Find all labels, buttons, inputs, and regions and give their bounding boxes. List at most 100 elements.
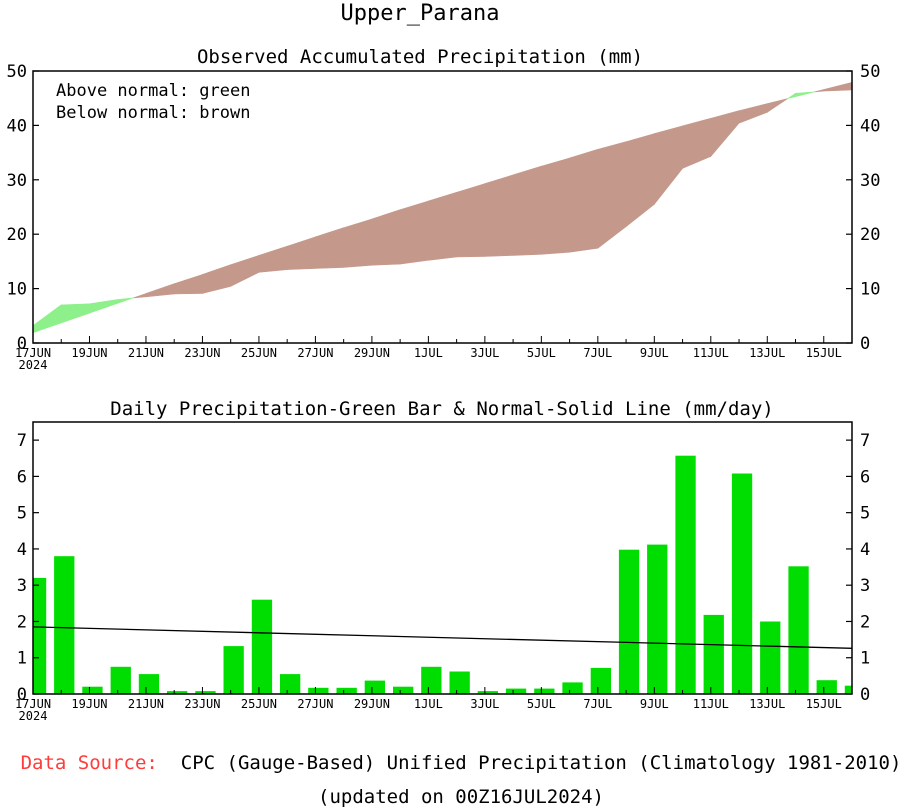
daily-frame (32, 421, 853, 695)
accumulated-below-area (766, 98, 788, 113)
daily-bar (393, 686, 414, 694)
daily-bar-layer (32, 455, 853, 694)
daily-xtick-label: 5JUL (527, 697, 556, 711)
accumulated-ytick-label-left: 30 (7, 171, 27, 191)
accumulated-below-area (597, 141, 627, 249)
accumulated-above-area (787, 92, 796, 99)
daily-bar (590, 667, 611, 694)
daily-xtick-label: 3JUL (470, 697, 499, 711)
daily-xtick-label: 21JUN (128, 697, 164, 711)
accumulated-year-label: 2024 (19, 358, 48, 372)
daily-ytick-label-left: 6 (17, 467, 27, 487)
daily-year-label: 2024 (19, 709, 48, 723)
accumulated-above-area (89, 299, 118, 314)
daily-ytick-label-right: 3 (860, 576, 870, 596)
data-source-label: Data Source: (20, 752, 158, 774)
daily-ytick-label-left: 7 (17, 431, 27, 451)
daily-bar (167, 691, 188, 694)
accumulated-ytick-label-right: 0 (860, 334, 870, 354)
data-source-text: CPC (Gauge-Based) Unified Precipitation … (180, 752, 902, 774)
chart-canvas: Upper_Parana Observed Accumulated Precip… (7, 1, 881, 723)
daily-bar (675, 455, 696, 694)
daily-xtick-label: 15JUL (806, 697, 842, 711)
accumulated-xtick-label: 7JUL (583, 346, 612, 360)
accumulated-below-area (710, 110, 740, 158)
accumulated-below-area (484, 174, 514, 257)
accumulated-xtick-label: 21JUN (128, 346, 164, 360)
daily-xtick-label: 1JUL (414, 697, 443, 711)
daily-bar (618, 549, 640, 694)
daily-ytick-label-left: 1 (17, 649, 27, 669)
daily-bar (703, 614, 724, 694)
daily-xtick-label: 9JUL (640, 697, 669, 711)
daily-bar (844, 685, 852, 694)
accumulated-xtick-label: 1JUL (414, 346, 443, 360)
accumulated-xtick-label: 5JUL (527, 346, 556, 360)
accumulated-xtick-label: 11JUL (693, 346, 729, 360)
daily-bar (336, 687, 357, 694)
daily-panel: Daily Precipitation-Green Bar & Normal-S… (15, 398, 870, 723)
accumulated-xtick-label: 17JUN (15, 346, 51, 360)
daily-xtick-label: 19JUN (71, 697, 107, 711)
accumulated-below-area (399, 200, 429, 265)
legend-above: Above normal: green (56, 81, 250, 101)
accumulated-below-area (343, 218, 373, 268)
daily-ytick-label-right: 4 (860, 540, 870, 560)
accumulated-below-area (512, 165, 542, 256)
daily-ytick-label-left: 3 (17, 576, 27, 596)
daily-normal-line (32, 626, 853, 649)
daily-bar (534, 688, 555, 694)
daily-bar (251, 599, 273, 694)
daily-bar (308, 687, 329, 694)
accumulated-below-area (230, 254, 260, 287)
accumulated-below-area (569, 148, 599, 253)
accumulated-below-area (173, 274, 203, 295)
daily-bar (110, 666, 131, 694)
accumulated-ytick-label-right: 50 (860, 62, 880, 82)
accumulated-xtick-label: 23JUN (184, 346, 220, 360)
updated-line: (updated on 00Z16JUL2024) (318, 786, 604, 808)
daily-bar (364, 680, 385, 694)
accumulated-ytick-label-right: 30 (860, 171, 880, 191)
accumulated-xtick-label: 19JUN (71, 346, 107, 360)
daily-axes: 0 0 1 1 2 2 3 3 4 4 5 5 6 6 7 7 17JUN 19JUN 21JUN 23JUN 25JU… (15, 421, 870, 723)
daily-bar (421, 666, 442, 694)
accumulated-ytick-label-left: 50 (7, 62, 27, 82)
data-source-line: Data Source: CPC (Gauge-Based) Unified P… (0, 752, 922, 774)
daily-xtick-label: 25JUN (241, 697, 277, 711)
daily-ytick-label-right: 1 (860, 649, 870, 669)
daily-bar (449, 671, 470, 694)
daily-bar (138, 674, 160, 694)
daily-xtick-label: 27JUN (297, 697, 333, 711)
daily-ytick-label-right: 2 (860, 612, 870, 632)
accumulated-ytick-label-right: 10 (860, 280, 880, 300)
accumulated-ytick-label-left: 40 (7, 116, 27, 136)
accumulated-xtick-label: 15JUL (806, 346, 842, 360)
daily-ytick-label-left: 2 (17, 612, 27, 632)
accumulated-above-area (60, 303, 90, 324)
accumulated-xtick-label: 29JUN (354, 346, 390, 360)
accumulated-frame (32, 70, 853, 344)
daily-bar (477, 691, 498, 694)
accumulated-xtick-label: 13JUL (749, 346, 785, 360)
accumulated-below-area (132, 293, 147, 299)
accumulated-above-area (795, 91, 815, 97)
accumulated-xtick-label: 9JUL (640, 346, 669, 360)
accumulated-ytick-label-left: 20 (7, 225, 27, 245)
daily-xtick-label: 11JUL (693, 697, 729, 711)
accumulated-panel: Observed Accumulated Precipitation (mm) … (7, 46, 881, 372)
accumulated-below-area (738, 103, 768, 124)
daily-bar (82, 686, 103, 694)
accumulated-below-area (428, 191, 457, 261)
daily-ytick-label-left: 4 (17, 540, 27, 560)
accumulated-xtick-label: 25JUN (241, 346, 277, 360)
accumulated-below-area (814, 89, 825, 93)
accumulated-below-area (286, 236, 316, 270)
accumulated-above-area (117, 297, 133, 304)
daily-title: Daily Precipitation-Green Bar & Normal-S… (110, 398, 773, 420)
daily-bar (280, 674, 301, 694)
daily-ytick-label-right: 5 (860, 504, 870, 524)
daily-xtick-label: 7JUL (583, 697, 612, 711)
accumulated-below-area (823, 82, 853, 92)
daily-bar (54, 556, 75, 694)
